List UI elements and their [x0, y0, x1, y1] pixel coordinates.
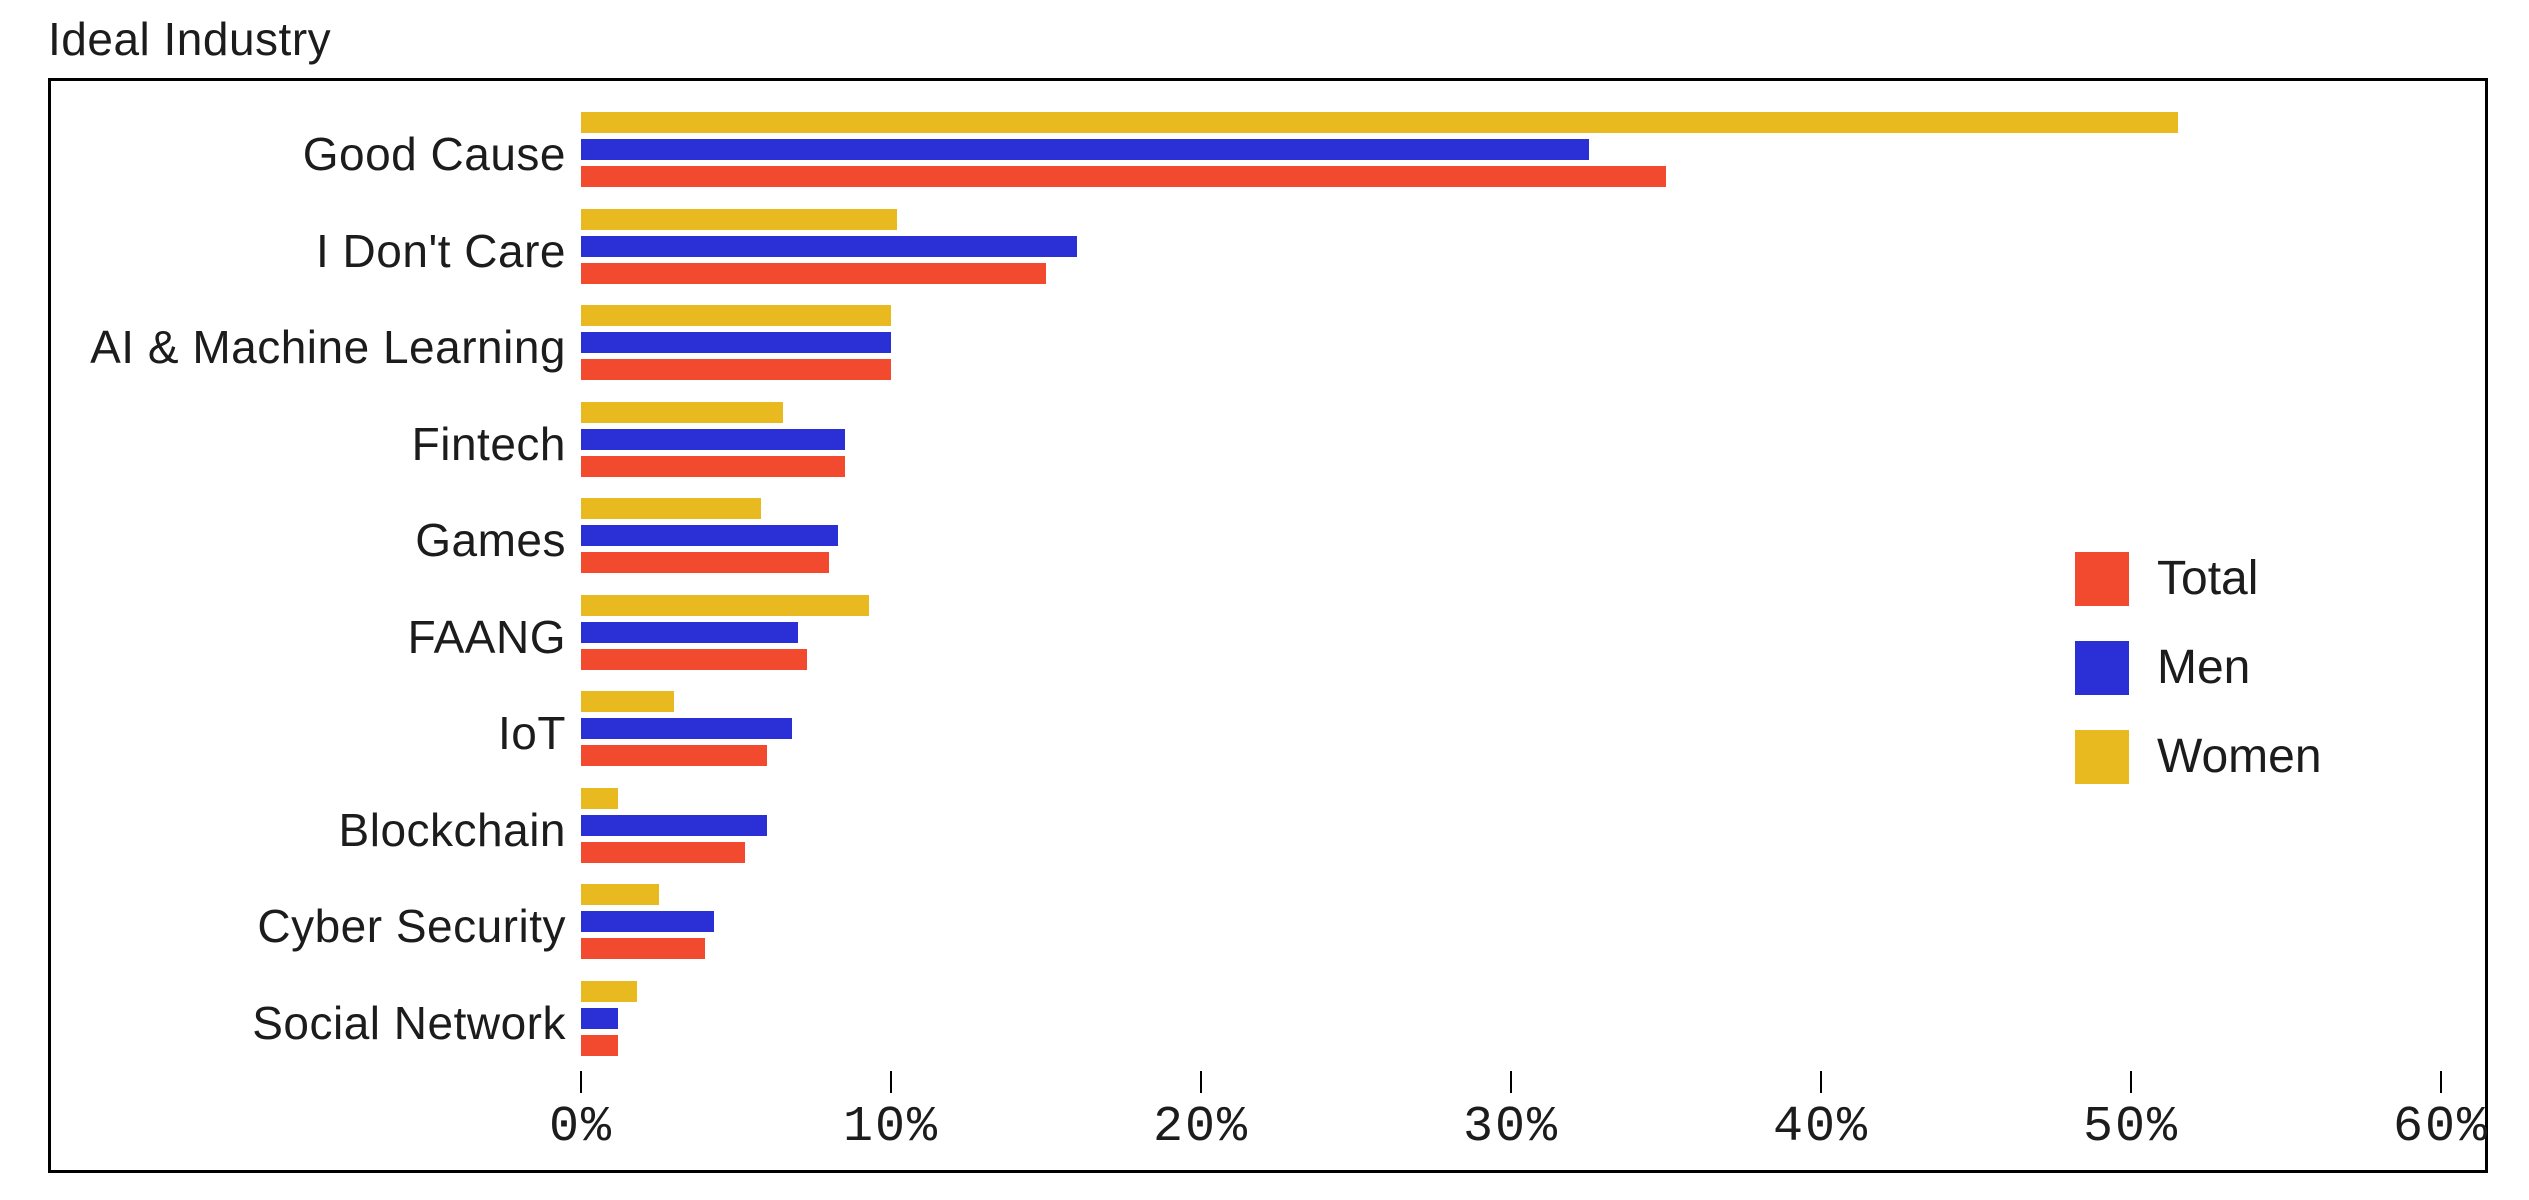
x-tick	[1510, 1071, 1512, 1093]
bar-women	[581, 691, 674, 712]
legend-label: Men	[2157, 640, 2250, 695]
chart-title: Ideal Industry	[48, 12, 2488, 66]
bar-women	[581, 884, 659, 905]
bar-total	[581, 1035, 618, 1056]
bar-total	[581, 552, 829, 573]
legend-label: Women	[2157, 729, 2322, 784]
category-label: Fintech	[46, 421, 566, 467]
category-label: Games	[46, 517, 566, 563]
x-tick	[1200, 1071, 1202, 1093]
category-label: Blockchain	[46, 807, 566, 853]
bar-total	[581, 359, 891, 380]
bar-women	[581, 595, 869, 616]
plot-frame: Good CauseI Don't CareAI & Machine Learn…	[48, 78, 2488, 1173]
bar-women	[581, 305, 891, 326]
category-row: Cyber Security	[581, 878, 2441, 975]
category-label: FAANG	[46, 614, 566, 660]
category-label: Good Cause	[46, 131, 566, 177]
bar-men	[581, 718, 792, 739]
bar-men	[581, 1008, 618, 1029]
legend-item-total: Total	[2075, 551, 2365, 606]
bar-total	[581, 456, 845, 477]
legend-label: Total	[2157, 551, 2258, 606]
bar-total	[581, 938, 705, 959]
bar-total	[581, 263, 1046, 284]
bar-men	[581, 815, 767, 836]
category-row: Good Cause	[581, 106, 2441, 203]
legend-swatch	[2075, 730, 2129, 784]
x-tick-label: 30%	[1463, 1099, 1559, 1156]
bar-women	[581, 402, 783, 423]
bar-total	[581, 649, 807, 670]
category-label: IoT	[46, 710, 566, 756]
x-tick-label: 50%	[2083, 1099, 2179, 1156]
x-tick-label: 0%	[549, 1099, 613, 1156]
bar-men	[581, 429, 845, 450]
legend-swatch	[2075, 641, 2129, 695]
category-label: I Don't Care	[46, 228, 566, 274]
bar-men	[581, 622, 798, 643]
x-tick	[580, 1071, 582, 1093]
bar-women	[581, 112, 2178, 133]
bar-men	[581, 525, 838, 546]
legend-item-men: Men	[2075, 640, 2365, 695]
legend: Total Men Women	[2075, 551, 2365, 818]
x-tick	[1820, 1071, 1822, 1093]
x-tick-label: 10%	[843, 1099, 939, 1156]
x-tick	[2440, 1071, 2442, 1093]
bar-men	[581, 911, 714, 932]
bar-women	[581, 498, 761, 519]
category-row: Social Network	[581, 975, 2441, 1072]
x-tick	[2130, 1071, 2132, 1093]
chart-container: Ideal Industry Good CauseI Don't CareAI …	[48, 12, 2488, 1173]
bar-total	[581, 745, 767, 766]
legend-swatch	[2075, 552, 2129, 606]
category-row: I Don't Care	[581, 203, 2441, 300]
bar-women	[581, 981, 637, 1002]
bar-men	[581, 332, 891, 353]
x-tick-label: 20%	[1153, 1099, 1249, 1156]
bar-women	[581, 788, 618, 809]
legend-item-women: Women	[2075, 729, 2365, 784]
category-row: Fintech	[581, 396, 2441, 493]
category-label: Cyber Security	[46, 903, 566, 949]
x-tick-label: 40%	[1773, 1099, 1869, 1156]
bar-men	[581, 139, 1589, 160]
x-tick-label: 60%	[2393, 1099, 2489, 1156]
bar-total	[581, 842, 745, 863]
category-label: AI & Machine Learning	[46, 324, 566, 370]
bar-total	[581, 166, 1666, 187]
bar-women	[581, 209, 897, 230]
x-tick	[890, 1071, 892, 1093]
category-label: Social Network	[46, 1000, 566, 1046]
bar-men	[581, 236, 1077, 257]
x-axis: 0%10%20%30%40%50%60%	[581, 1071, 2441, 1151]
category-row: AI & Machine Learning	[581, 299, 2441, 396]
